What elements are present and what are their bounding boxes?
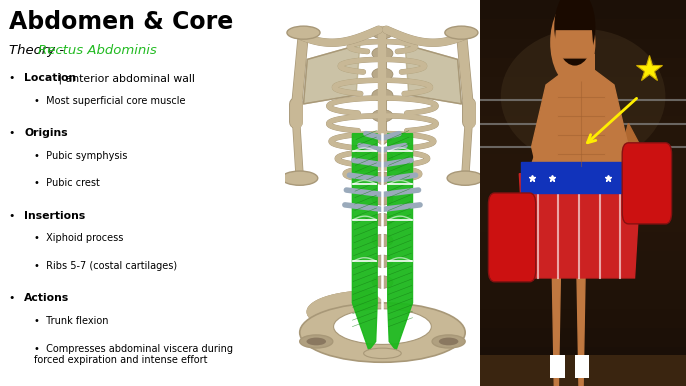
Polygon shape [532, 69, 628, 174]
Polygon shape [519, 174, 641, 278]
Polygon shape [554, 31, 593, 58]
Circle shape [550, 0, 595, 85]
Text: Rectus Abdominis: Rectus Abdominis [38, 44, 157, 58]
Bar [480, 251, 686, 270]
Text: | anterior abdominal wall: | anterior abdominal wall [56, 73, 195, 84]
Circle shape [445, 26, 478, 39]
Bar [480, 232, 686, 251]
Bar [480, 309, 686, 328]
Bar [480, 328, 686, 347]
Ellipse shape [372, 172, 393, 185]
Text: Abdomen & Core: Abdomen & Core [8, 10, 233, 34]
Polygon shape [552, 270, 560, 386]
Polygon shape [307, 291, 371, 333]
Text: Actions: Actions [24, 293, 69, 303]
Ellipse shape [372, 255, 393, 267]
Polygon shape [521, 162, 641, 193]
Text: •  Pubic crest: • Pubic crest [34, 178, 100, 188]
Bar [480, 367, 686, 386]
Text: •: • [8, 211, 15, 221]
Bar [480, 355, 686, 386]
Polygon shape [515, 135, 542, 224]
Text: •  Pubic symphysis: • Pubic symphysis [34, 151, 128, 161]
Text: •  Xiphoid process: • Xiphoid process [34, 233, 123, 243]
Polygon shape [620, 124, 649, 193]
Polygon shape [353, 134, 377, 350]
Bar [480, 39, 686, 58]
Ellipse shape [372, 193, 393, 205]
Ellipse shape [372, 234, 393, 247]
Ellipse shape [372, 89, 393, 101]
Bar [480, 96, 686, 116]
Ellipse shape [372, 213, 393, 226]
Ellipse shape [364, 348, 401, 359]
Ellipse shape [372, 47, 393, 60]
Circle shape [447, 171, 483, 185]
Circle shape [554, 0, 595, 66]
Circle shape [287, 26, 320, 39]
Bar [575, 355, 589, 378]
Text: •: • [8, 73, 15, 83]
Bar [480, 77, 686, 96]
Text: •  Compresses abdominal viscera during
forced expiration and intense effort: • Compresses abdominal viscera during fo… [34, 344, 233, 365]
Bar [565, 54, 595, 81]
Bar [480, 19, 686, 39]
Circle shape [432, 335, 465, 348]
Bar [480, 212, 686, 232]
Polygon shape [405, 44, 462, 104]
Polygon shape [577, 270, 585, 386]
Bar [550, 355, 565, 378]
Text: Origins: Origins [24, 128, 68, 138]
Ellipse shape [372, 110, 393, 122]
Bar [480, 290, 686, 309]
Circle shape [300, 335, 333, 348]
Ellipse shape [372, 276, 393, 288]
Circle shape [439, 338, 458, 345]
Ellipse shape [372, 68, 393, 80]
Text: •  Trunk flexion: • Trunk flexion [34, 316, 108, 326]
Polygon shape [497, 201, 530, 270]
Bar [480, 58, 686, 77]
Ellipse shape [333, 309, 431, 344]
Text: •: • [8, 128, 15, 138]
Ellipse shape [372, 26, 393, 39]
Polygon shape [307, 291, 394, 333]
Bar [480, 270, 686, 290]
Ellipse shape [372, 151, 393, 164]
Text: •  Ribs 5-7 (costal cartilages): • Ribs 5-7 (costal cartilages) [34, 261, 177, 271]
Bar [480, 116, 686, 135]
FancyBboxPatch shape [622, 143, 672, 224]
Ellipse shape [501, 29, 665, 164]
Ellipse shape [300, 303, 465, 362]
Bar [480, 347, 686, 367]
Ellipse shape [372, 130, 393, 143]
Circle shape [307, 338, 326, 345]
FancyBboxPatch shape [488, 193, 536, 282]
Circle shape [282, 171, 318, 185]
Text: •: • [8, 293, 15, 303]
Polygon shape [388, 134, 412, 350]
Bar [480, 154, 686, 174]
Text: Theory -: Theory - [8, 44, 68, 58]
Bar [480, 193, 686, 212]
Text: Location: Location [24, 73, 76, 83]
Text: Insertions: Insertions [24, 211, 86, 221]
Bar [480, 174, 686, 193]
Bar [480, 0, 686, 19]
Text: •  Most superficial core muscle: • Most superficial core muscle [34, 96, 186, 106]
Polygon shape [303, 44, 360, 104]
Bar [480, 135, 686, 154]
